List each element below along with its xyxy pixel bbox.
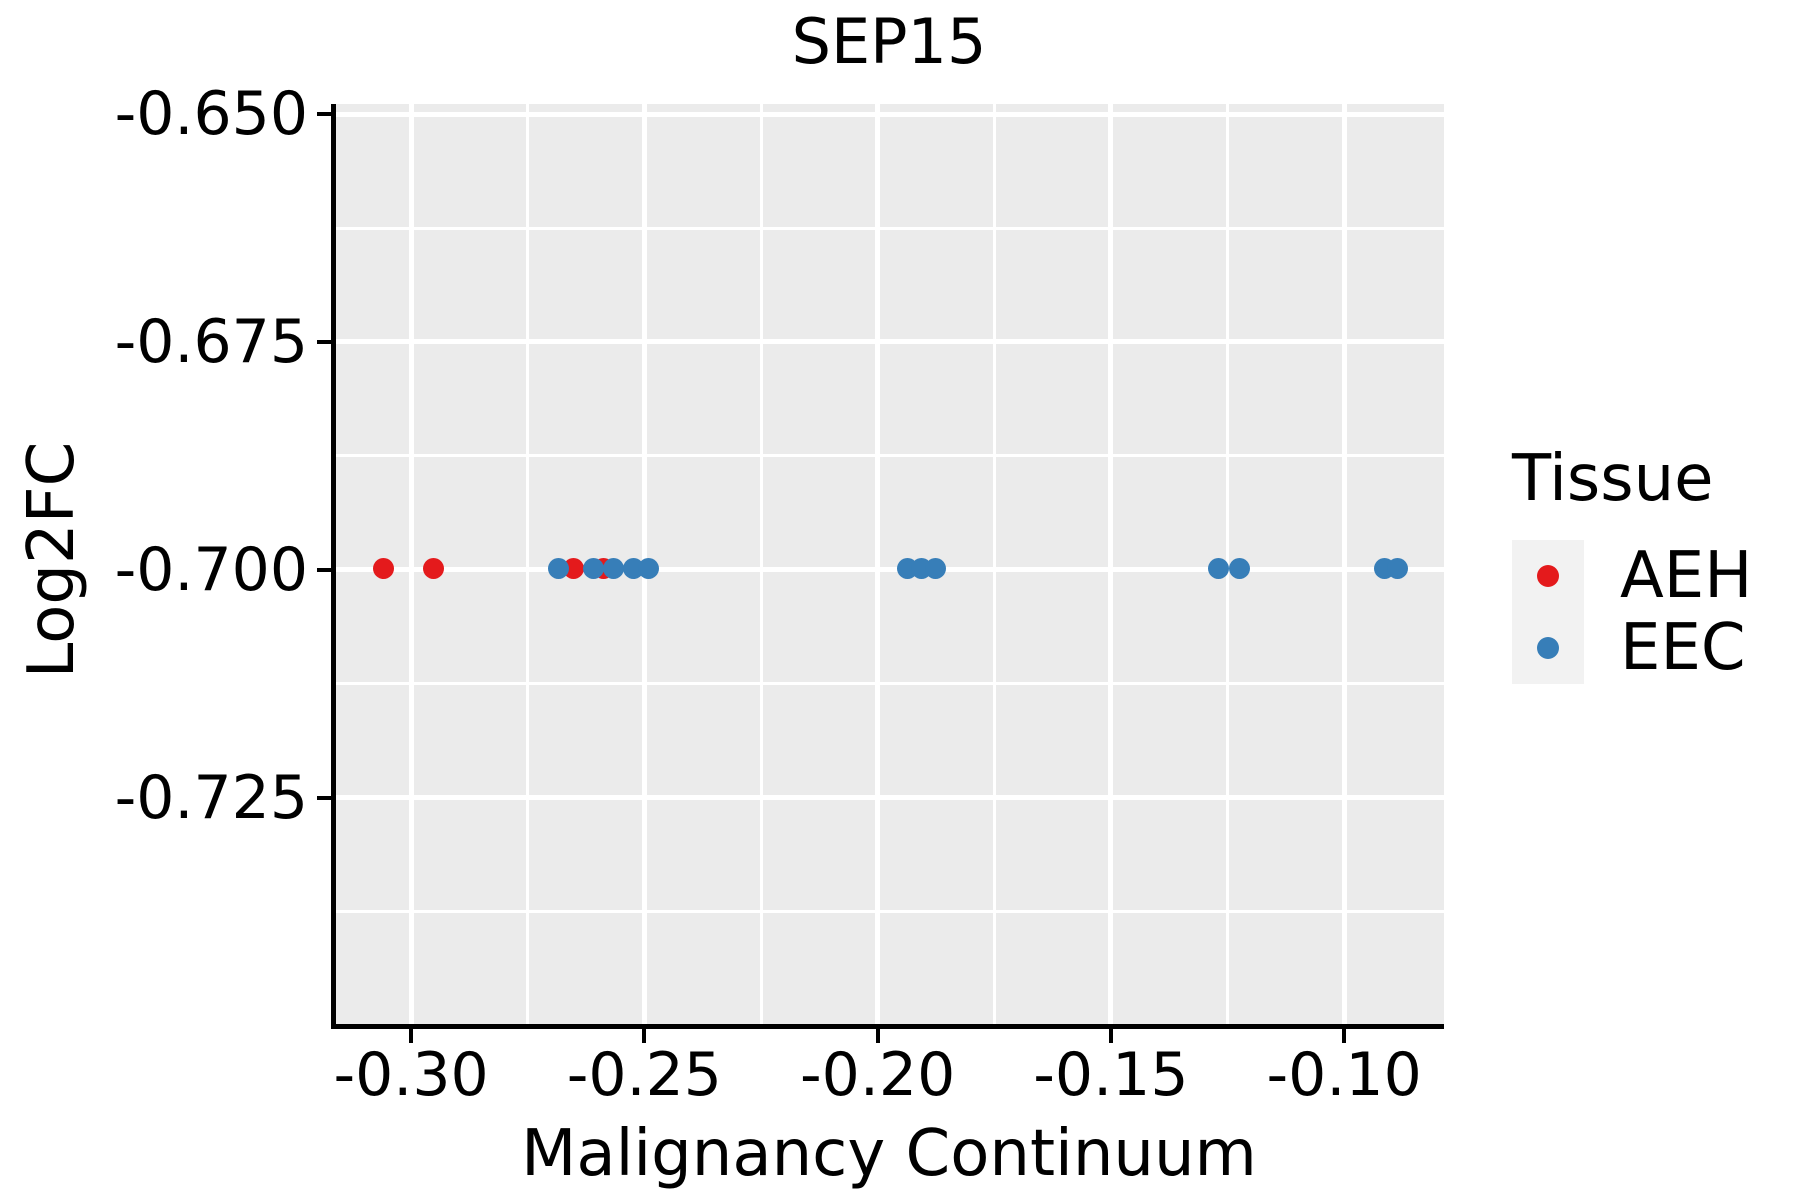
x-minor-gridline (992, 104, 996, 1024)
plot-panel (331, 104, 1444, 1029)
x-axis-title: Malignancy Continuum (521, 1117, 1257, 1191)
data-point-eec (548, 557, 570, 579)
x-minor-gridline (526, 104, 530, 1024)
data-point-eec (602, 557, 624, 579)
x-tick-mark (1342, 1029, 1347, 1043)
x-tick-mark (1108, 1029, 1113, 1043)
legend-dot-eec-icon (1537, 637, 1559, 659)
data-point-eec (637, 557, 659, 579)
x-tick-label: -0.20 (800, 1040, 956, 1110)
x-major-gridline (408, 104, 414, 1024)
y-major-gridline (336, 795, 1444, 801)
y-major-gridline (336, 567, 1444, 573)
y-tick-label: -0.700 (114, 534, 308, 605)
y-tick-mark (317, 112, 331, 117)
x-tick-mark (875, 1029, 880, 1043)
data-point-aeh (563, 557, 585, 579)
x-tick-label: -0.15 (1033, 1040, 1189, 1110)
data-point-aeh (422, 557, 444, 579)
x-minor-gridline (759, 104, 763, 1024)
x-tick-mark (642, 1029, 647, 1043)
y-tick-mark (317, 339, 331, 344)
y-tick-label: -0.725 (114, 762, 308, 833)
chart-title: SEP15 (791, 5, 987, 78)
x-tick-label: -0.10 (1266, 1040, 1422, 1110)
x-tick-label: -0.30 (333, 1040, 489, 1110)
y-major-gridline (336, 339, 1444, 345)
y-tick-label: -0.650 (114, 79, 308, 150)
y-minor-gridline (336, 226, 1444, 230)
y-tick-mark (317, 795, 331, 800)
y-tick-mark (317, 567, 331, 572)
x-major-gridline (1341, 104, 1347, 1024)
data-point-eec (583, 557, 605, 579)
data-point-eec (1386, 557, 1408, 579)
legend-title: Tissue (1512, 442, 1714, 516)
x-tick-label: -0.25 (566, 1040, 722, 1110)
x-major-gridline (1108, 104, 1114, 1024)
x-major-gridline (875, 104, 881, 1024)
legend-label-aeh: AEH (1620, 539, 1753, 613)
y-minor-gridline (336, 910, 1444, 914)
data-point-eec (1207, 557, 1229, 579)
data-point-eec (924, 557, 946, 579)
legend-key-aeh (1512, 540, 1584, 612)
data-point-aeh (372, 557, 394, 579)
y-minor-gridline (336, 682, 1444, 686)
legend-dot-aeh-icon (1537, 565, 1559, 587)
y-major-gridline (336, 111, 1444, 117)
x-tick-mark (409, 1029, 414, 1043)
y-minor-gridline (336, 454, 1444, 458)
legend-key-eec (1512, 612, 1584, 684)
legend-label-eec: EEC (1620, 611, 1746, 685)
y-tick-label: -0.675 (114, 306, 308, 377)
data-point-eec (1228, 557, 1250, 579)
